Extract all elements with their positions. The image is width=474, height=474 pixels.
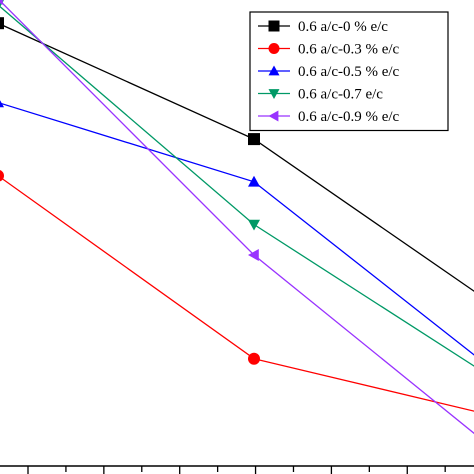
series-line-1: [0, 176, 474, 412]
legend-marker-2: [268, 65, 280, 76]
legend-label-3: 0.6 a/c-0.7 e/c: [298, 87, 383, 103]
legend-label-0: 0.6 a/c-0 % e/c: [298, 19, 388, 35]
data-point-0-1: [248, 133, 260, 146]
data-point-2-0: [0, 100, 4, 108]
legend-marker-0: [268, 20, 280, 32]
legend-label-4: 0.6 a/c-0.9 % e/c: [298, 109, 400, 125]
data-point-1-1: [248, 352, 260, 365]
data-point-0-0: [0, 17, 4, 30]
legend-marker-3: [268, 89, 280, 99]
x-axis: [0, 465, 474, 474]
legend-marker-4: [268, 110, 279, 122]
data-point-1-0: [0, 170, 4, 182]
legend-label-2: 0.6 a/c-0.5 % e/c: [298, 64, 400, 80]
data-point-4-1: [248, 249, 259, 261]
data-point-2-1: [248, 175, 260, 187]
data-point-3-1: [248, 219, 260, 231]
legend: 0.6 a/c-0 % e/c 0.6 a/c-0.3 % e/c 0.6 a/c-…: [249, 11, 449, 132]
data-point-4-0: [0, 0, 3, 5]
legend-marker-1: [268, 43, 280, 54]
legend-label-1: 0.6 a/c-0.3 % e/c: [298, 42, 400, 58]
series-line-2: [0, 102, 474, 356]
